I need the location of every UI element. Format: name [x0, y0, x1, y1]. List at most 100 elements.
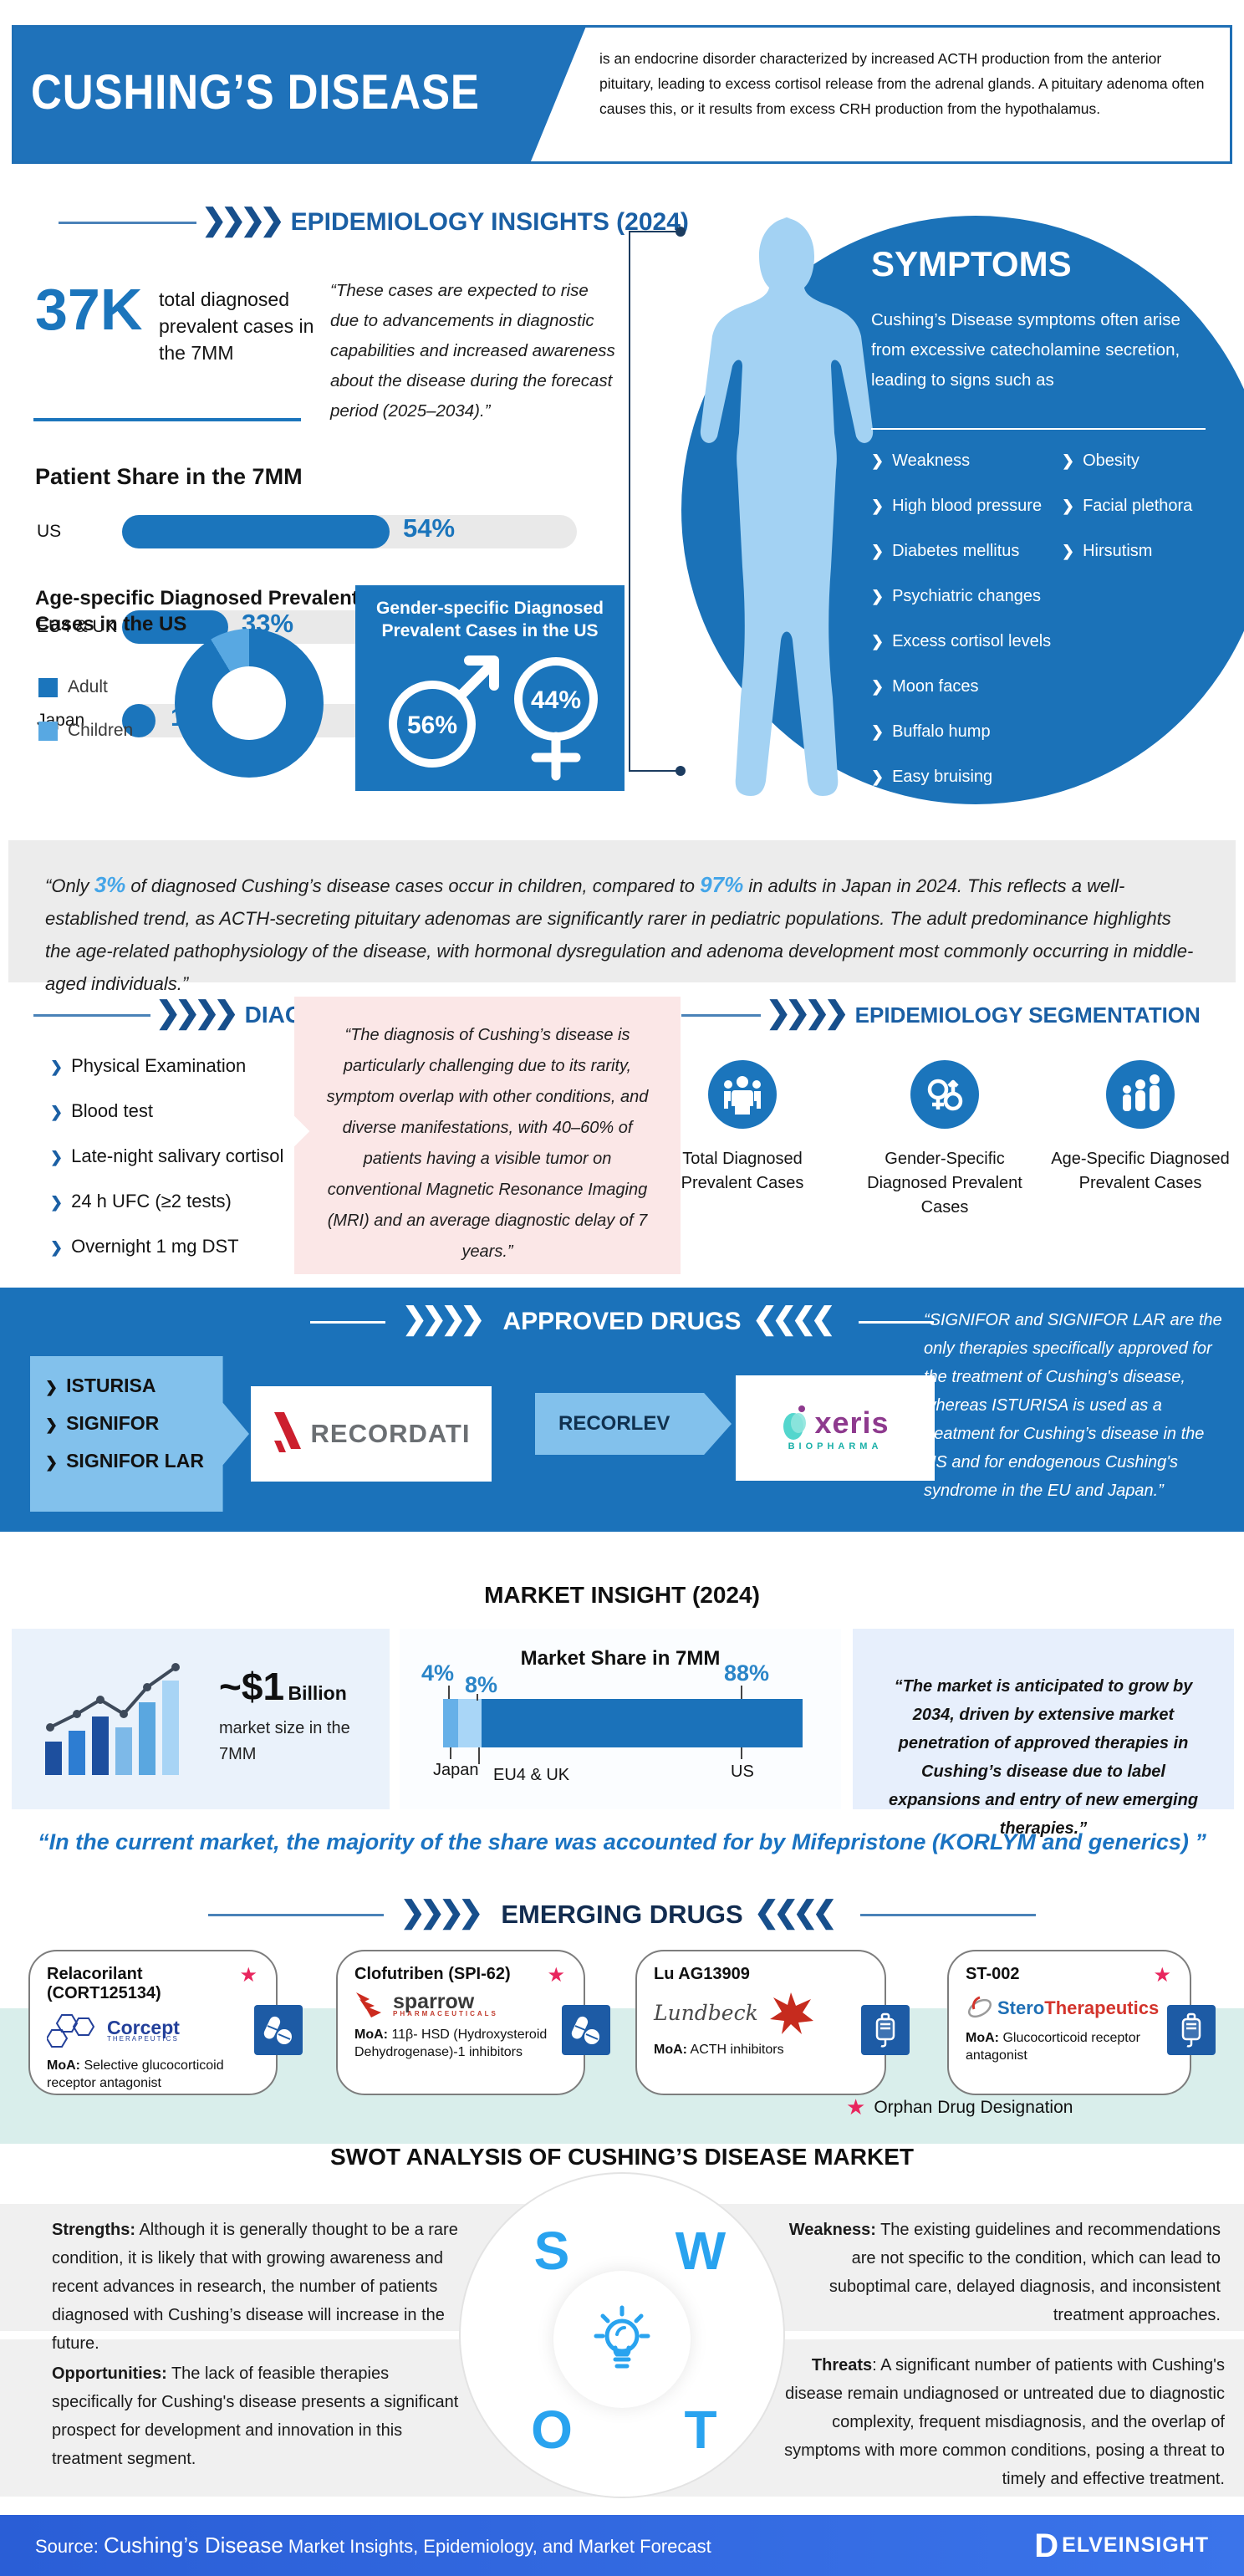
- diagnosis-item: ❯ Overnight 1 mg DST: [50, 1236, 239, 1257]
- bar-fill: [122, 515, 390, 548]
- market-size-label: market size in the 7MM: [219, 1719, 350, 1763]
- sparrow-logo: sparrow PHARMACEUTICALS: [354, 1991, 567, 2019]
- age-group-icon: [1106, 1060, 1175, 1129]
- market-quote: “The market is anticipated to grow by 20…: [888, 1677, 1199, 1838]
- symptom-label: Weakness: [892, 451, 971, 470]
- chevron-bullet-icon: ❯: [50, 1058, 64, 1075]
- strengths-label: Strengths:: [52, 2221, 135, 2239]
- children-percentage: 3%: [94, 872, 126, 897]
- chevron-left-icon: ❯❯❯❯: [759, 1895, 838, 1929]
- company-label: Lundbeck: [654, 2000, 758, 2025]
- company-sub-label: Therapeutics: [1044, 1997, 1160, 2018]
- recorlev-arrow: RECORLEV: [535, 1393, 732, 1455]
- chevron-right-icon: ❯❯❯❯: [766, 995, 849, 1029]
- segment-eu4uk: [458, 1699, 482, 1747]
- symptom-item: ❯ Diabetes mellitus: [871, 542, 1019, 561]
- threats-body: : A significant number of patients with …: [784, 2356, 1225, 2488]
- symptom-label: Excess cortisol levels: [892, 632, 1052, 650]
- chevron-bullet-icon: ❯: [50, 1194, 64, 1211]
- share-value-japan: 4%: [421, 1660, 455, 1686]
- human-silhouette: [700, 217, 874, 796]
- total-cases-value: 37K: [35, 277, 143, 342]
- drug-name: Clofutriben (SPI-62): [354, 1965, 511, 1983]
- adult-children-quote: “Only 3% of diagnosed Cushing’s disease …: [8, 840, 1236, 994]
- segment-japan: [443, 1699, 458, 1747]
- diagnosis-label: Overnight 1 mg DST: [71, 1236, 239, 1257]
- chevron-bullet-icon: ❯: [871, 633, 885, 650]
- chevron-bullet-icon: ❯: [45, 1454, 59, 1471]
- orphan-legend-label: Orphan Drug Designation: [874, 2097, 1073, 2117]
- moa-text: MoA: Glucocorticoid receptor antagonist: [966, 2029, 1173, 2064]
- symptom-item: ❯ Facial plethora: [1062, 497, 1192, 516]
- market-share-box: Market Share in 7MM 4% 8% 88% Japan EU4 …: [400, 1629, 841, 1809]
- xeris-label: xeris: [814, 1405, 890, 1440]
- patient-share-title: Patient Share in the 7MM: [35, 464, 303, 489]
- recordati-label: RECORDATI: [310, 1419, 471, 1448]
- strengths-text: Strengths: Although it is generally thou…: [52, 2216, 474, 2358]
- callout-line: [448, 1686, 450, 1699]
- opportunities-label: Opportunities:: [52, 2364, 167, 2383]
- lightbulb-badge: [553, 2271, 691, 2408]
- divider-line: [59, 221, 196, 224]
- symptom-label: Facial plethora: [1083, 497, 1193, 515]
- chevron-bullet-icon: ❯: [871, 543, 885, 559]
- drug-card-clofutriben: Clofutriben (SPI-62) ★ sparrow PHARMACEUT…: [336, 1950, 585, 2095]
- brand-d-icon: D: [1034, 2527, 1059, 2564]
- approved-heading: APPROVED DRUGS: [502, 1308, 742, 1335]
- epidemiology-heading: EPIDEMIOLOGY INSIGHTS (2024): [290, 208, 689, 236]
- disease-description: is an endocrine disorder characterized b…: [599, 50, 1205, 117]
- recordati-icon: [273, 1412, 301, 1452]
- male-percentage: 56%: [407, 712, 457, 739]
- weakness-label: Weakness:: [788, 2221, 876, 2239]
- swot-letter-w: W: [675, 2221, 727, 2281]
- swot-letter-t: T: [684, 2400, 717, 2460]
- diagnosis-quote-box: “The diagnosis of Cushing’s disease is p…: [294, 997, 681, 1274]
- orphan-star-icon: ★: [1153, 1964, 1171, 1987]
- symptom-item: ❯ Moon faces: [871, 677, 978, 696]
- opportunities-text: Opportunities: The lack of feasible ther…: [52, 2359, 474, 2473]
- chevron-bullet-icon: ❯: [1062, 543, 1075, 559]
- chevron-bullet-icon: ❯: [45, 1416, 59, 1433]
- callout-line: [741, 1747, 742, 1759]
- epidemiology-quote: “These cases are expected to rise due to…: [330, 281, 615, 421]
- chevron-bullet-icon: ❯: [50, 1149, 64, 1166]
- drug-label: ISTURISA: [66, 1375, 156, 1396]
- mifepristone-quote: “In the current market, the majority of …: [38, 1829, 1206, 1854]
- bar-row-us: US 54%: [0, 513, 619, 550]
- diagnosis-label: Physical Examination: [71, 1055, 247, 1076]
- diagnosis-label: Blood test: [71, 1100, 153, 1121]
- orphan-star-icon: ★: [239, 1964, 257, 1987]
- chevron-bullet-icon: ❯: [871, 678, 885, 695]
- moa-label: MoA:: [354, 2028, 388, 2042]
- orphan-legend: ★ Orphan Drug Designation: [846, 2094, 1073, 2120]
- symptoms-intro: Cushing’s Disease symptoms often arise f…: [871, 310, 1180, 390]
- bar-fill: [122, 704, 156, 737]
- divider-line: [859, 1320, 935, 1324]
- threats-text: Threats: A significant number of patient…: [769, 2351, 1225, 2493]
- source-rest: Market Insights, Epidemiology, and Marke…: [283, 2536, 711, 2557]
- chevron-right-icon: ❯❯❯❯: [400, 1895, 484, 1929]
- iv-bag-icon: [1167, 2005, 1216, 2055]
- header-title-panel: [14, 28, 586, 161]
- segmentation-label: Total Diagnosed Prevalent Cases: [681, 1150, 804, 1192]
- bar-value: 54%: [403, 513, 456, 543]
- market-share-title: Market Share in 7MM: [520, 1647, 721, 1670]
- moa-text: MoA: 11β- HSD (Hydroxysteroid Dehydrogen…: [354, 2026, 567, 2061]
- sparrow-wing-icon: [356, 1992, 381, 2017]
- chevron-right-icon: ❯❯❯❯: [156, 995, 239, 1029]
- growth-chart-icon: [45, 1663, 180, 1775]
- legend-swatch-adult: [38, 677, 58, 697]
- moa-label: MoA:: [966, 2031, 999, 2045]
- pills-icon: [254, 2005, 303, 2055]
- symptom-label: Psychiatric changes: [892, 587, 1041, 605]
- segment-us: [482, 1699, 803, 1747]
- moa-text: MoA: ACTH inhibitors: [654, 2041, 868, 2058]
- xeris-sub-label: BIOPHARMA: [788, 1441, 883, 1451]
- symptom-label: Obesity: [1083, 451, 1139, 470]
- callout-line: [450, 1747, 451, 1759]
- moa-value: ACTH inhibitors: [690, 2043, 784, 2057]
- approved-drug: ❯ ISTURISA: [45, 1375, 234, 1397]
- quote-text: “Only: [45, 875, 94, 896]
- diagnosis-label: 24 h UFC (≥2 tests): [71, 1191, 232, 1211]
- symptom-item: ❯ Hirsutism: [1062, 542, 1152, 561]
